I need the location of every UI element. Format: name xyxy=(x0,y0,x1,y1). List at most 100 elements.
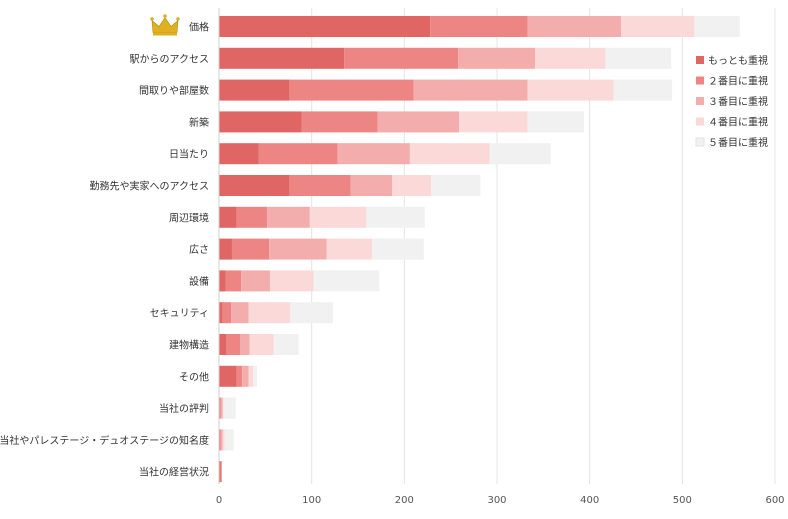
bar-segment xyxy=(527,111,585,133)
legend-swatch xyxy=(695,137,705,147)
category-label: セキュリティ xyxy=(150,308,209,320)
bar-segment xyxy=(489,143,551,165)
bar-segment xyxy=(231,238,270,260)
bar-segment xyxy=(267,206,310,228)
bar-segment xyxy=(220,461,222,483)
crown-icon xyxy=(150,14,180,36)
bar-segment xyxy=(377,111,460,133)
legend-swatch xyxy=(696,56,704,64)
category-label: 勤務先や実家へのアクセス xyxy=(90,180,210,193)
bar-segment xyxy=(337,143,410,165)
bar-segment xyxy=(224,429,234,451)
bar-segment xyxy=(222,302,232,324)
x-tick-label: 100 xyxy=(302,495,321,506)
legend-swatch xyxy=(696,97,704,105)
bar-segment xyxy=(621,16,695,37)
bar-segment xyxy=(220,429,223,451)
bar-segment xyxy=(223,397,236,419)
category-label: 当社の評判 xyxy=(159,402,209,415)
bar-segment xyxy=(222,429,225,451)
bar-segment xyxy=(409,143,490,165)
bar-segment xyxy=(392,175,432,196)
bar-segment xyxy=(694,16,740,37)
bar-segment xyxy=(249,334,274,355)
bar-segment xyxy=(219,79,290,101)
bar-segment xyxy=(219,397,221,419)
bar-segment xyxy=(242,365,249,387)
bar-segment xyxy=(248,365,254,387)
bar-segment xyxy=(289,175,351,196)
category-label: 駅からのアクセス xyxy=(130,53,210,65)
bar-segment xyxy=(226,334,241,355)
bar-segment xyxy=(219,238,232,260)
bar-segment xyxy=(527,16,622,37)
bar-segment xyxy=(534,47,606,69)
bar-segment xyxy=(613,79,673,101)
crown-jewel xyxy=(176,17,180,21)
bar-segment xyxy=(430,16,528,37)
bar-segment xyxy=(290,302,333,324)
bar-segment xyxy=(219,429,221,451)
axes: 0 100 200 300 400 500 600 xyxy=(216,8,785,506)
category-label: 日当たり xyxy=(169,148,209,161)
crown-body xyxy=(151,16,179,33)
x-tick-label: 300 xyxy=(487,495,506,506)
bar-segment xyxy=(366,206,425,228)
x-tick-label: 600 xyxy=(765,495,784,506)
bar-segment xyxy=(219,175,290,196)
category-label: 新築 xyxy=(189,116,209,129)
bar-segment xyxy=(219,461,221,483)
bar-segment xyxy=(269,270,314,292)
bar-segment xyxy=(326,238,372,260)
bar-segment xyxy=(236,206,268,228)
bar-segment xyxy=(301,111,378,133)
bar-segment xyxy=(269,238,327,260)
bar-segment xyxy=(458,47,535,69)
bar-segment xyxy=(219,143,259,165)
category-label: 設備 xyxy=(189,275,209,288)
bar-segment xyxy=(431,175,481,196)
legend: もっとも重視 ２番目に重視 ３番目に重視 ４番目に重視 ５番目に重視 xyxy=(695,54,768,149)
bar-segment xyxy=(459,111,528,133)
bar-segment xyxy=(241,270,270,292)
crown-base xyxy=(153,32,177,36)
category-label: その他 xyxy=(179,370,209,383)
category-label: 建物構造 xyxy=(169,339,209,352)
category-label: 価格 xyxy=(189,21,209,34)
bar-segment xyxy=(527,79,614,101)
bar-segment xyxy=(236,365,243,387)
x-tick-label: 400 xyxy=(580,495,599,506)
bar-segment xyxy=(225,270,242,292)
bar-segment xyxy=(219,206,237,228)
category-label: 間取りや部屋数 xyxy=(139,84,209,97)
legend-swatch xyxy=(696,76,704,85)
bar-segment xyxy=(605,47,672,69)
bar-segment xyxy=(219,302,223,324)
legend-label: もっとも重視 xyxy=(708,54,768,67)
category-label: 当社やパレステージ・デュオステージの知名度 xyxy=(0,434,209,447)
legend-label: ５番目に重視 xyxy=(708,136,768,149)
bar-segment xyxy=(289,79,414,101)
bar-segment xyxy=(258,143,338,165)
bar-segment xyxy=(219,16,431,37)
bar-segment xyxy=(222,397,224,419)
legend-label: ２番目に重視 xyxy=(708,75,768,88)
legend-swatch xyxy=(696,117,704,126)
bar-segment xyxy=(219,365,237,387)
crown-jewel xyxy=(163,14,167,18)
category-label: 当社の経営状況 xyxy=(139,466,209,479)
bar-segment xyxy=(273,334,299,355)
bar-segment xyxy=(219,47,345,69)
x-tick-label: 500 xyxy=(673,495,692,506)
bar-segment xyxy=(219,111,302,133)
bar-segment xyxy=(219,270,226,292)
bar-segment xyxy=(350,175,393,196)
bar-segment xyxy=(313,270,380,292)
legend-label: ４番目に重視 xyxy=(708,116,768,129)
bar-segment xyxy=(220,397,223,419)
category-label: 周辺環境 xyxy=(169,211,209,224)
bar-segment xyxy=(371,238,424,260)
bar-segment xyxy=(248,302,291,324)
